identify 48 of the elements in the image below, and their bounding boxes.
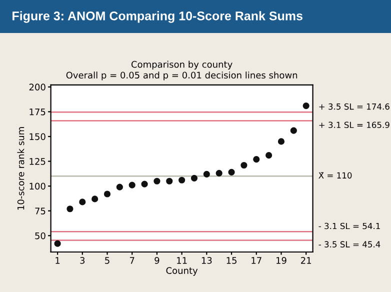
y-tick-label: 75 (35, 208, 46, 214)
point (278, 138, 285, 145)
point (79, 198, 86, 206)
ref-line-label: - 3.1 SL = 54.1 (318, 222, 380, 230)
y-axis-title: 10-score rank sum (17, 127, 24, 210)
chart-title: Figure 3: ANOM Comparing 10-Score Rank Sums (12, 11, 302, 23)
point (92, 196, 98, 202)
y-tick-label: 150 (30, 133, 46, 140)
point (240, 162, 248, 169)
x-axis-title: County (166, 267, 198, 276)
x-tick-label: 5 (105, 257, 110, 264)
y-tick-label: 200 (29, 84, 46, 91)
point (154, 178, 160, 184)
y-tick-label: 100 (30, 182, 46, 190)
point (178, 176, 186, 184)
point (190, 174, 198, 182)
y-tick-label: 50 (35, 232, 46, 240)
point (128, 182, 136, 188)
x-tick-label: 19 (276, 257, 286, 264)
ref-line-label: - 3.5 SL = 45.4 (318, 241, 380, 248)
x-tick-label: 3 (80, 257, 85, 264)
x-tick-label: 7 (130, 257, 134, 264)
point (290, 127, 297, 134)
point (66, 206, 74, 212)
x-tick-label: 11 (177, 257, 187, 264)
point (266, 152, 272, 159)
point (54, 240, 61, 247)
point (216, 170, 222, 176)
ref-line-label: + 3.1 SL = 165.9 (319, 122, 390, 128)
x-tick-label: 13 (202, 257, 212, 264)
chart-subtitle: Comparison by county Overall p = 0.05 and p = 0.01 decision lines shown (66, 60, 298, 80)
point (141, 180, 148, 188)
x-tick-label: 21 (301, 257, 311, 264)
point (228, 168, 235, 176)
point (203, 170, 210, 178)
point (302, 102, 310, 110)
ref-line-label: + 3.5 SL = 174.6 (319, 103, 390, 110)
ref-line-label: X̄ = 110 (318, 172, 352, 179)
point (104, 190, 111, 198)
y-tick-label: 125 (30, 158, 46, 165)
x-tick-label: 15 (226, 257, 236, 264)
point (253, 156, 260, 163)
x-tick-label: 17 (252, 257, 262, 264)
point (116, 184, 123, 190)
x-tick-label: 9 (154, 257, 160, 264)
point (166, 178, 173, 184)
y-tick-label: 175 (30, 108, 46, 116)
x-tick-label: 1 (56, 257, 60, 264)
